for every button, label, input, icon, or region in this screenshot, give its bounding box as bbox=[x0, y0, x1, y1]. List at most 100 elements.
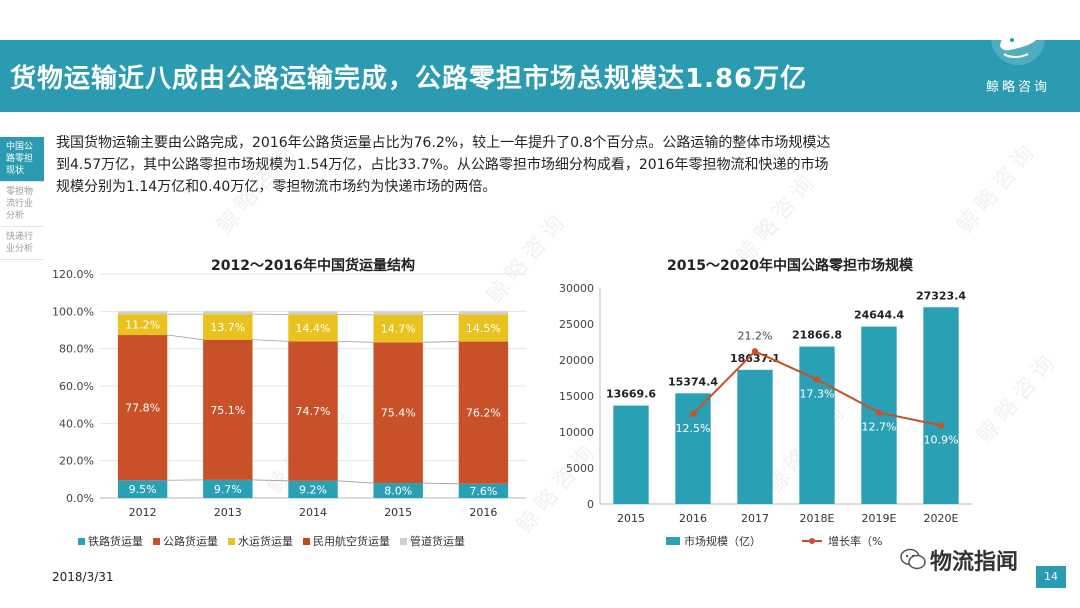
legend-label: 水运货运量 bbox=[238, 534, 293, 548]
data-label: 18637.1 bbox=[730, 352, 780, 365]
data-label: 11.2% bbox=[125, 319, 160, 332]
y-tick-label: 30000 bbox=[559, 282, 594, 295]
series-connector bbox=[337, 340, 374, 343]
y-tick-label: 20000 bbox=[559, 354, 594, 367]
stacked-bar-segment bbox=[458, 483, 509, 498]
data-label: 75.4% bbox=[381, 407, 416, 420]
logo-text: 鲸略咨询 bbox=[985, 80, 1050, 95]
data-label: 13.7% bbox=[210, 321, 245, 334]
legend-label: 公路货运量 bbox=[163, 534, 218, 548]
y-tick-label: 0.0% bbox=[66, 492, 94, 505]
report-date: 2018/3/31 bbox=[52, 570, 114, 584]
legend-label: 铁路货运量 bbox=[88, 534, 143, 548]
x-tick-label: 2012 bbox=[129, 506, 157, 519]
legend-label: 管道货运量 bbox=[410, 534, 465, 548]
stacked-bar-segment bbox=[288, 341, 338, 481]
stacked-bar-segment bbox=[373, 483, 423, 498]
data-label: 77.8% bbox=[125, 402, 160, 415]
data-label: 21866.8 bbox=[792, 329, 842, 342]
freight-structure-chart: 2012～2016年中国货运量结构 0.0% 20.0% 40.0% 60.0% 80.0… bbox=[52, 257, 526, 548]
ltl-market-chart: 2015～2020年中国公路零担市场规模 0 5000 10000 15000 20000… bbox=[559, 257, 972, 548]
growth-label: 10.9% bbox=[924, 434, 959, 447]
growth-label: 12.5% bbox=[676, 422, 711, 435]
stacked-bar-segment bbox=[458, 311, 509, 315]
legend-label: 市场规模（亿） bbox=[684, 534, 761, 548]
bar bbox=[613, 405, 649, 504]
page-title: 货物运输近八成由公路运输完成，公路零担市场总规模达1.86万亿 bbox=[10, 64, 808, 94]
x-tick-label: 2019E bbox=[862, 512, 897, 525]
intro-line: 到4.57万亿，其中公路零担市场规模为1.54万亿，占比33.7%。从公路零担市… bbox=[56, 157, 829, 173]
stacked-bar-segment bbox=[203, 311, 253, 315]
source-badge: 物流指闻 bbox=[930, 550, 1019, 575]
y-tick-label: 100.0% bbox=[52, 305, 94, 318]
x-tick-label: 2018E bbox=[800, 512, 835, 525]
stacked-bar-segment bbox=[373, 314, 423, 343]
series-connector bbox=[167, 334, 204, 341]
stacked-bar-segment bbox=[288, 480, 338, 498]
stacked-bar-segment bbox=[373, 311, 423, 315]
data-label: 15374.4 bbox=[668, 375, 718, 388]
legend-swatch bbox=[303, 538, 310, 545]
series-connector bbox=[252, 479, 289, 482]
y-tick-label: 80.0% bbox=[59, 343, 94, 356]
legend-swatch bbox=[228, 538, 235, 545]
series-connector bbox=[422, 482, 459, 485]
data-label: 75.1% bbox=[210, 404, 245, 417]
y-tick-label: 60.0% bbox=[59, 380, 94, 393]
x-tick-label: 2020E bbox=[924, 512, 959, 525]
series-connector bbox=[337, 480, 374, 484]
data-label: 24644.4 bbox=[854, 309, 904, 322]
series-connector bbox=[422, 341, 459, 343]
x-tick-label: 2016 bbox=[469, 506, 497, 519]
legend-swatch bbox=[400, 538, 407, 545]
x-tick-label: 2013 bbox=[214, 506, 242, 519]
growth-label: 17.3% bbox=[800, 387, 835, 400]
side-nav-item-current[interactable]: 中国公路零担现状 bbox=[0, 137, 44, 182]
intro-line: 规模分别为1.14万亿和0.40万亿，零担物流市场约为快递市场的两倍。 bbox=[56, 179, 497, 195]
stacked-bar-segment bbox=[203, 339, 253, 480]
page-number: 14 bbox=[1036, 566, 1066, 588]
y-tick-label: 25000 bbox=[559, 318, 594, 331]
data-label: 9.5% bbox=[129, 483, 157, 496]
legend-label: 增长率（% bbox=[828, 534, 882, 548]
side-nav-item-express[interactable]: 快递行业分析 bbox=[0, 227, 44, 260]
legend-swatch bbox=[78, 538, 85, 545]
data-label: 7.6% bbox=[469, 485, 497, 498]
y-tick-label: 15000 bbox=[559, 390, 594, 403]
x-tick-label: 2016 bbox=[679, 512, 707, 525]
title-bar: 货物运输近八成由公路运输完成，公路零担市场总规模达1.86万亿 bbox=[0, 40, 1080, 112]
growth-point bbox=[875, 409, 883, 416]
stacked-bar-segment bbox=[373, 342, 423, 484]
legend-swatch bbox=[666, 537, 680, 545]
stacked-bar-segment bbox=[288, 311, 338, 315]
data-label: 74.7% bbox=[296, 405, 331, 418]
side-nav-item-ltl[interactable]: 零担物流行业分析 bbox=[0, 182, 44, 227]
x-tick-label: 2015 bbox=[617, 512, 645, 525]
data-label: 14.5% bbox=[466, 322, 501, 335]
y-tick-label: 20.0% bbox=[59, 455, 94, 468]
data-label: 9.7% bbox=[214, 483, 242, 496]
x-tick-label: 2015 bbox=[384, 506, 412, 519]
data-label: 27323.4 bbox=[916, 289, 966, 302]
whale-logo-icon bbox=[991, 11, 1045, 65]
data-label: 13669.6 bbox=[606, 388, 656, 401]
bar bbox=[799, 346, 835, 504]
stacked-bar-segment bbox=[458, 314, 509, 342]
stacked-bar-segment bbox=[117, 311, 168, 315]
stacked-bar-segment bbox=[117, 314, 168, 336]
x-tick-label: 2014 bbox=[299, 506, 327, 519]
y-tick-label: 40.0% bbox=[59, 417, 94, 430]
stacked-bar-segment bbox=[117, 480, 168, 498]
logo: 鲸略咨询 bbox=[968, 8, 1068, 104]
bar bbox=[675, 393, 711, 504]
growth-point bbox=[813, 376, 821, 383]
legend-swatch bbox=[153, 538, 160, 545]
chart-title: 2012～2016年中国货运量结构 bbox=[211, 257, 415, 274]
y-tick-label: 10000 bbox=[559, 426, 594, 439]
stacked-bar-segment bbox=[288, 314, 338, 342]
legend-line-marker bbox=[809, 538, 815, 544]
growth-label: 21.2% bbox=[738, 329, 773, 342]
growth-point bbox=[937, 422, 945, 429]
data-label: 9.2% bbox=[299, 483, 327, 496]
bar bbox=[737, 369, 773, 504]
